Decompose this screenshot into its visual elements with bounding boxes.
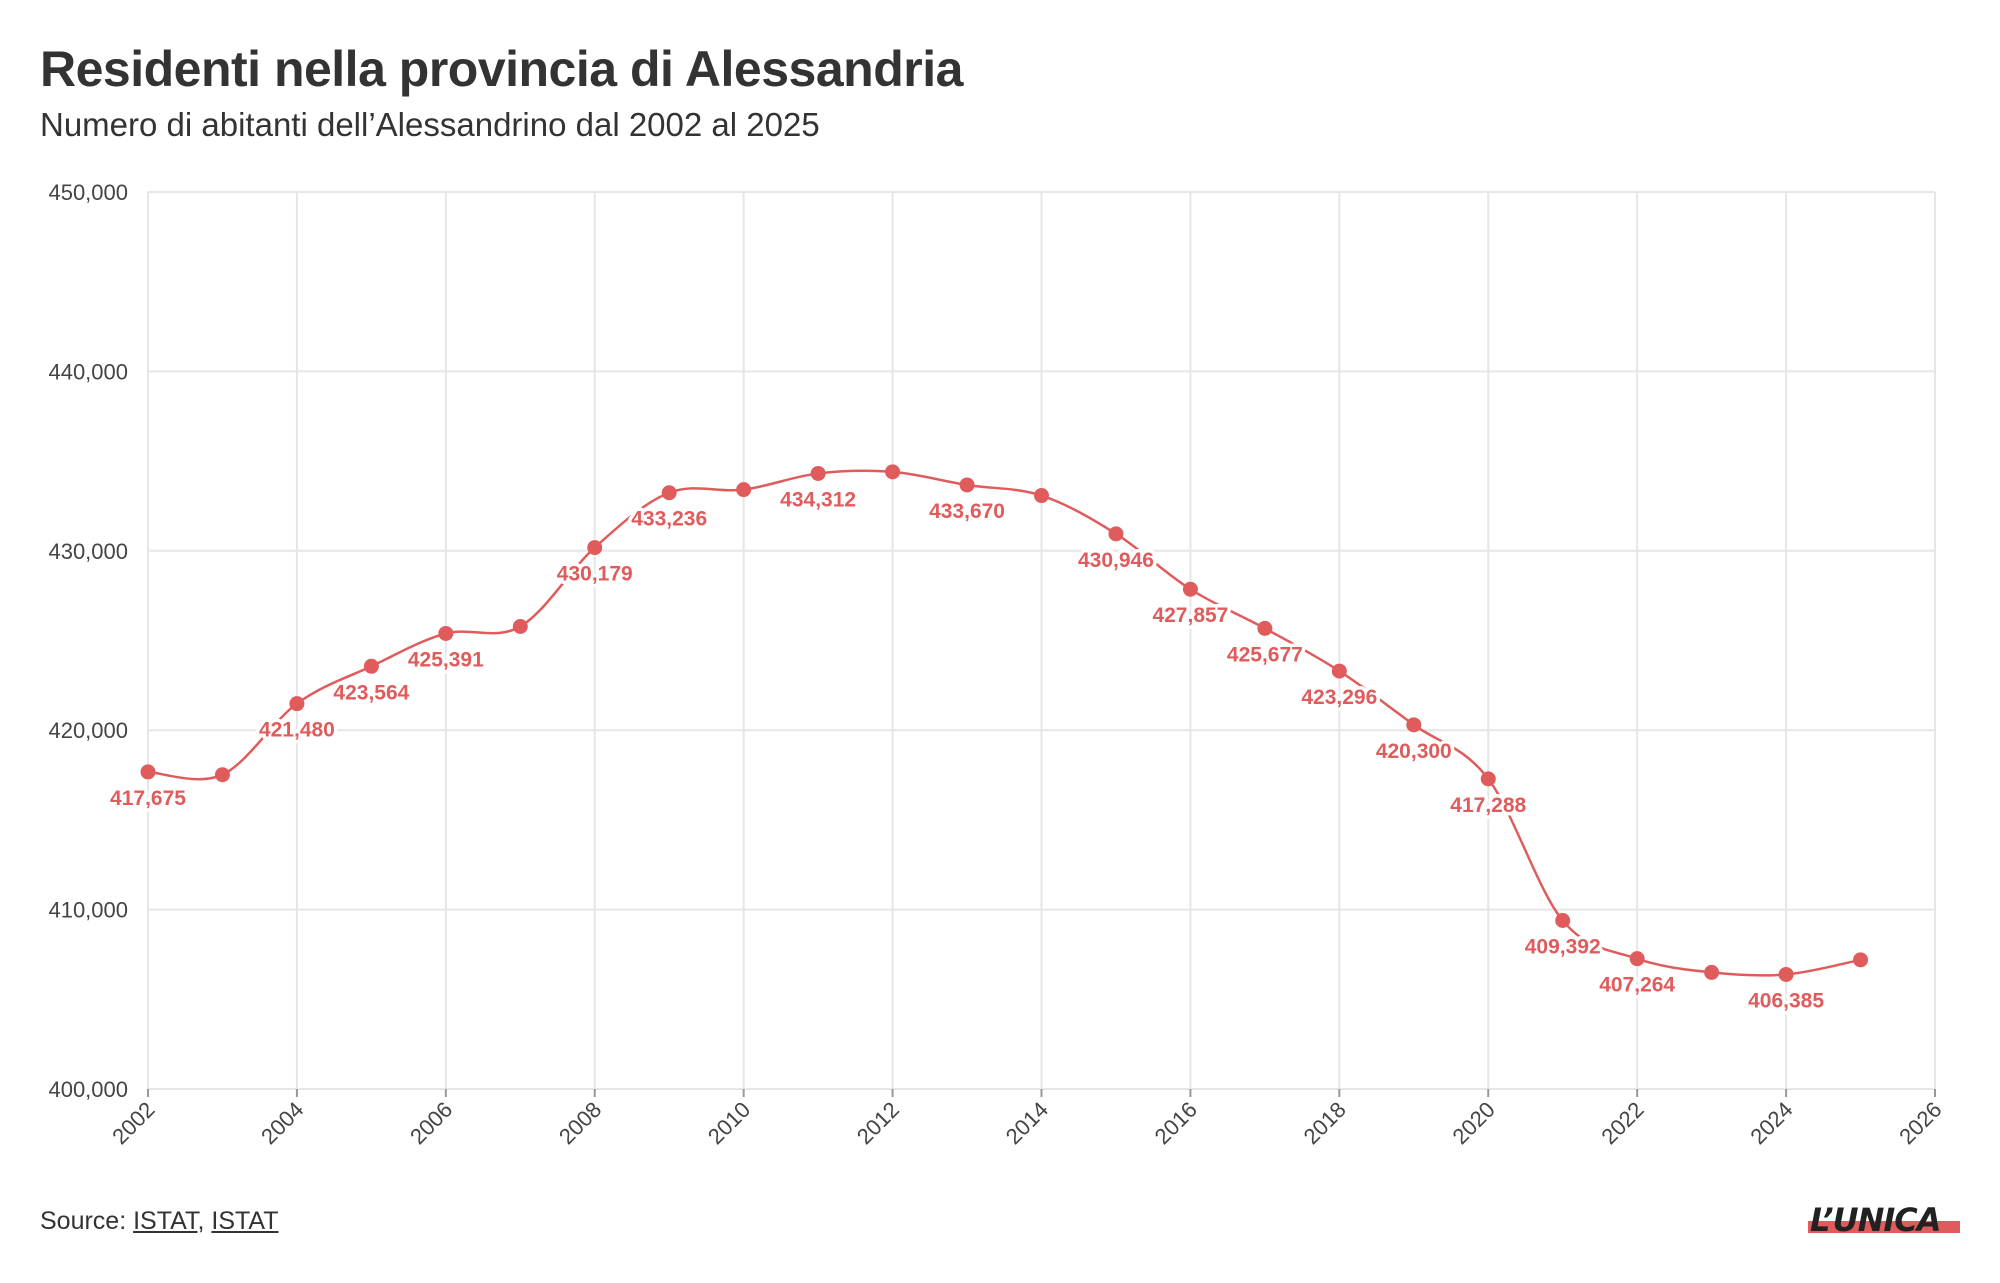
data-label: 407,264 [1599,974,1675,997]
source-link-istat-2[interactable]: ISTAT [211,1207,279,1235]
data-label: 420,300 [1376,740,1452,763]
data-point [810,465,826,481]
data-label: 430,179 [557,563,633,586]
data-point [140,764,156,780]
data-label: 434,312 [780,488,856,511]
data-point [661,485,677,501]
data-point [438,625,454,641]
data-point [1853,952,1869,968]
data-label: 430,946 [1078,549,1154,572]
y-tick-label: 450,000 [48,180,128,205]
data-label: 421,480 [259,719,335,742]
logo-text: L’UNICA [1810,1201,1942,1239]
data-label-halo: 423,564 [333,681,409,704]
source-separator: , [197,1207,212,1235]
x-tick-label: 2020 [1447,1097,1499,1149]
x-tick-label: 2024 [1745,1097,1797,1149]
data-label-halo: 430,946 [1078,549,1154,572]
data-label: 427,857 [1152,604,1228,627]
data-label-halo: 434,312 [780,488,856,511]
data-label: 423,564 [333,681,409,704]
y-tick-label: 420,000 [48,718,128,743]
data-point [1257,620,1273,636]
x-tick-label: 2004 [256,1097,308,1149]
x-tick-label: 2014 [1001,1097,1053,1149]
x-tick-label: 2006 [405,1097,457,1149]
data-point [289,696,305,712]
data-point [363,658,379,674]
data-point [959,477,975,493]
data-point [1331,663,1347,679]
logo-underline-bar [1808,1221,1960,1233]
data-label-halo: 427,857 [1152,604,1228,627]
data-label: 406,385 [1748,989,1824,1012]
data-point [214,767,230,783]
data-label: 409,392 [1525,936,1601,959]
data-label: 417,675 [110,787,186,810]
data-label-halo: 409,392 [1525,936,1601,959]
data-point [1034,488,1049,504]
source-prefix: Source: [40,1207,134,1235]
y-tick-label: 440,000 [48,359,128,384]
data-label-halo: 430,179 [557,563,633,586]
y-tick-label: 400,000 [48,1077,128,1102]
chart-subtitle: Numero di abitanti dell’Alessandrino dal… [40,106,820,143]
data-label: 423,296 [1301,686,1377,709]
chart-title: Residenti nella provincia di Alessandria [40,41,963,97]
data-label: 425,677 [1227,643,1303,666]
source-footer: Source: ISTAT, ISTAT [40,1207,279,1236]
data-label: 425,391 [408,648,484,671]
data-label-halo: 417,675 [110,787,186,810]
x-tick-label: 2018 [1299,1097,1351,1149]
y-tick-label: 410,000 [48,898,128,923]
x-tick-label: 2016 [1150,1097,1202,1149]
data-point [1704,964,1720,980]
brand-logo: L’UNICA [1808,1201,1960,1239]
data-label-halo: 433,236 [631,508,707,531]
x-tick-label: 2012 [852,1097,904,1149]
data-label-halo: 425,677 [1227,643,1303,666]
data-point [1555,913,1571,929]
data-label: 417,288 [1450,794,1526,817]
source-link-istat-1[interactable]: ISTAT [133,1207,198,1235]
data-point [1406,717,1422,733]
x-tick-label: 2008 [554,1097,606,1149]
series-line-residenti [147,469,1861,977]
data-point [736,482,752,498]
data-label-halo: 423,296 [1301,686,1377,709]
data-label: 433,236 [631,508,707,531]
x-tick-label: 2026 [1894,1097,1946,1149]
y-tick-label: 430,000 [48,539,128,564]
x-tick-label: 2002 [107,1097,159,1149]
data-point [885,464,901,480]
data-point [1480,771,1496,787]
data-label: 433,670 [929,500,1005,523]
data-point [1108,526,1124,542]
data-label-halo: 417,288 [1450,794,1526,817]
data-point [1778,966,1794,982]
data-label-halo: 407,264 [1599,974,1675,997]
x-tick-label: 2022 [1596,1097,1648,1149]
data-label-halo: 420,300 [1376,740,1452,763]
data-point [1182,581,1198,597]
x-tick-label: 2010 [703,1097,755,1149]
data-point [512,619,528,635]
data-point [1629,951,1645,967]
data-label-halo: 433,670 [929,500,1005,523]
data-label-halo: 406,385 [1748,989,1824,1012]
data-point [587,540,603,556]
data-label-halo: 421,480 [259,719,335,742]
data-label-halo: 425,391 [408,648,484,671]
